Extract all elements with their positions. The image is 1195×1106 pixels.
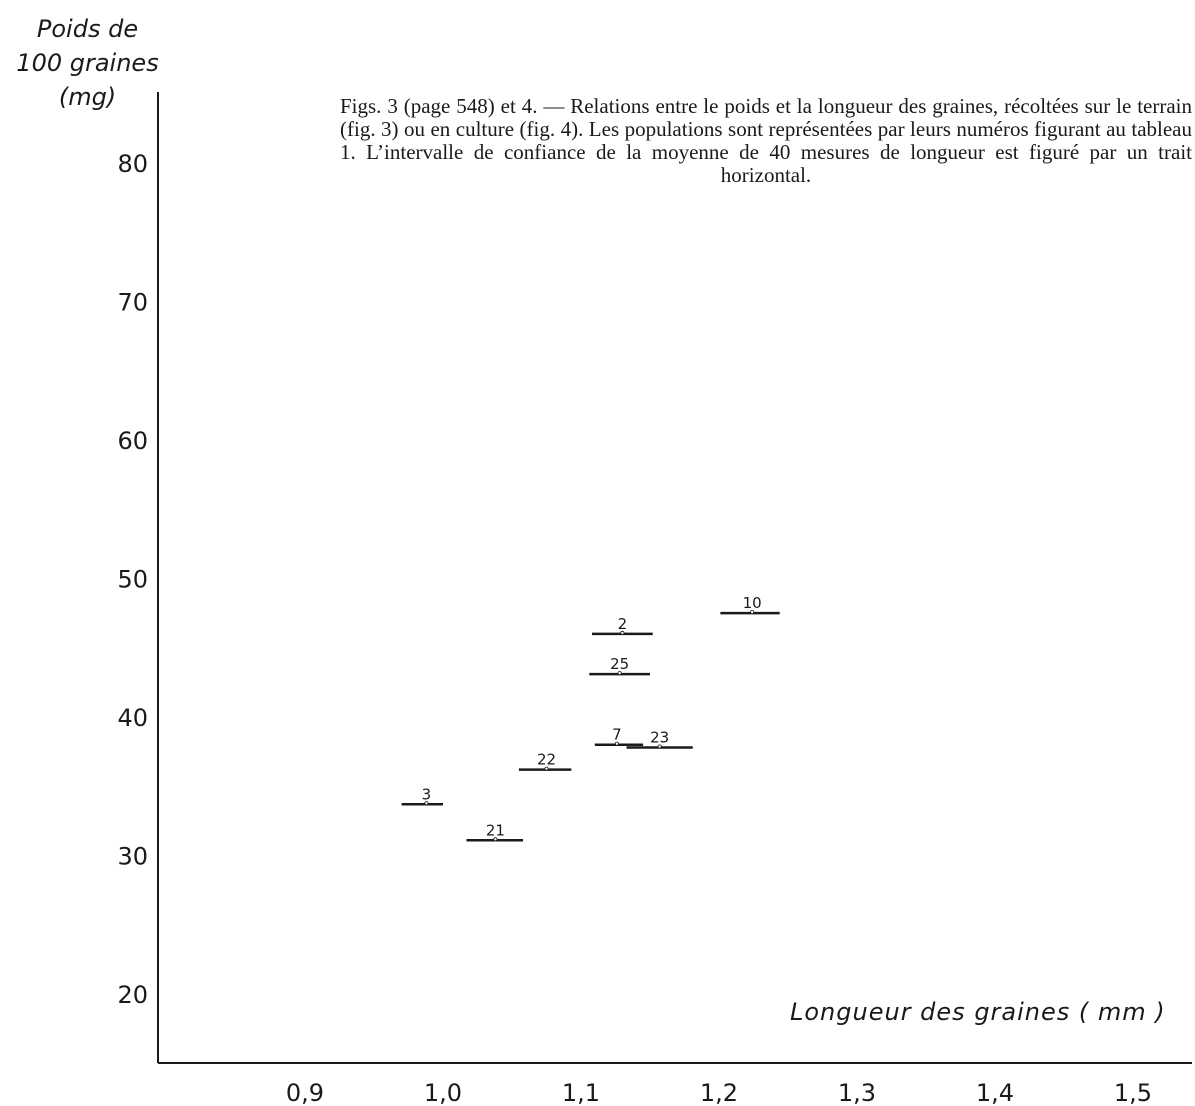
y-axis-label-line-1: Poids de bbox=[36, 15, 139, 43]
point-label: 21 bbox=[486, 821, 505, 839]
x-tick-label: 1,5 bbox=[1114, 1079, 1152, 1106]
x-axis-label: Longueur des graines ( mm ) bbox=[790, 998, 1166, 1026]
point-marker bbox=[544, 766, 549, 771]
x-tick-label: 0,9 bbox=[286, 1079, 324, 1106]
x-tick-label: 1,2 bbox=[700, 1079, 738, 1106]
y-tick-label: 20 bbox=[117, 981, 148, 1009]
y-tick-label: 80 bbox=[117, 150, 148, 178]
y-tick-label: 60 bbox=[117, 427, 148, 455]
x-tick-label: 1,4 bbox=[976, 1079, 1014, 1106]
point-marker bbox=[657, 744, 662, 749]
point-label: 23 bbox=[650, 728, 669, 746]
x-tick-label: 1,0 bbox=[424, 1079, 462, 1106]
figure-caption: Figs. 3 (page 548) et 4. — Relations ent… bbox=[340, 94, 1192, 187]
point-label: 7 bbox=[612, 726, 622, 744]
point-marker bbox=[424, 801, 429, 806]
y-axis-label-line-3: (mg) bbox=[58, 83, 117, 111]
point-label: 25 bbox=[610, 655, 629, 673]
point-marker bbox=[493, 837, 498, 842]
x-tick-label: 1,3 bbox=[838, 1079, 876, 1106]
y-tick-label: 30 bbox=[117, 843, 148, 871]
point-label: 22 bbox=[537, 751, 556, 769]
y-axis-label-line-2: 100 graines bbox=[16, 49, 159, 77]
point-marker bbox=[617, 671, 622, 676]
y-tick-label: 50 bbox=[117, 566, 148, 594]
y-tick-label: 40 bbox=[117, 704, 148, 732]
point-marker bbox=[750, 610, 755, 615]
point-marker bbox=[614, 741, 619, 746]
point-label: 3 bbox=[422, 785, 432, 803]
y-axis-label: Poids de 100 graines (mg) bbox=[0, 12, 175, 114]
point-label: 2 bbox=[618, 615, 628, 633]
x-tick-label: 1,1 bbox=[562, 1079, 600, 1106]
y-tick-label: 70 bbox=[117, 289, 148, 317]
point-label: 10 bbox=[743, 594, 762, 612]
point-marker bbox=[620, 630, 625, 635]
